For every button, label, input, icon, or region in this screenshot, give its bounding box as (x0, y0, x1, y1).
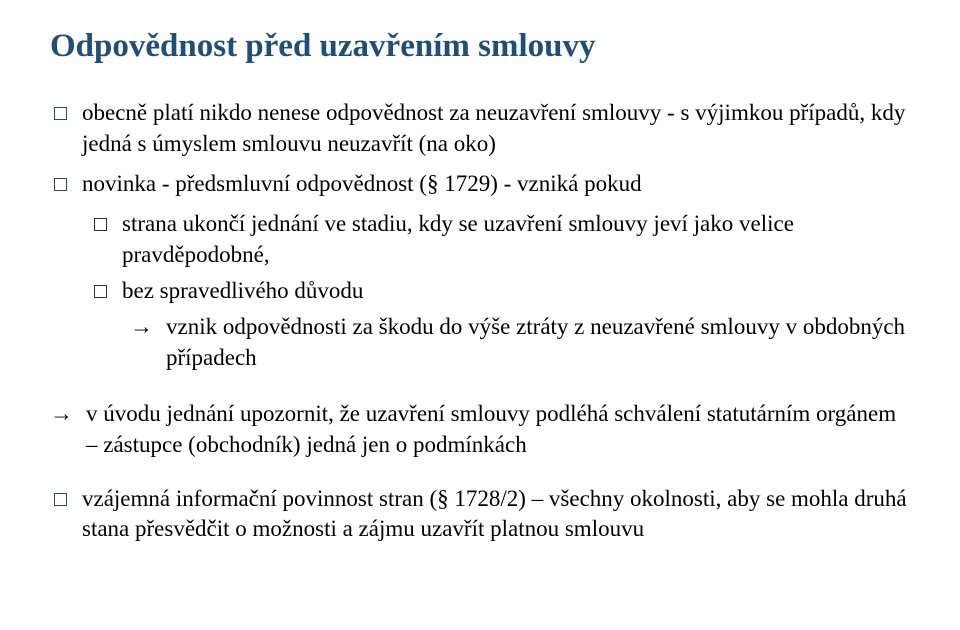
content-list: obecně platí nikdo nenese odpovědnost za… (50, 98, 910, 544)
list-item: vznik odpovědnosti za škodu do výše ztrá… (130, 312, 910, 373)
list-item: strana ukončí jednání ve stadiu, kdy se … (90, 209, 910, 270)
list-item: bez spravedlivého důvodu (90, 276, 910, 306)
list-item: vzájemná informační povinnost stran (§ 1… (50, 484, 910, 545)
page-title: Odpovědnost před uzavřením smlouvy (50, 28, 910, 64)
list-item: v úvodu jednání upozornit, že uzavření s… (50, 399, 910, 460)
list-item: novinka - předsmluvní odpovědnost (§ 172… (50, 169, 910, 199)
list-item: obecně platí nikdo nenese odpovědnost za… (50, 98, 910, 159)
